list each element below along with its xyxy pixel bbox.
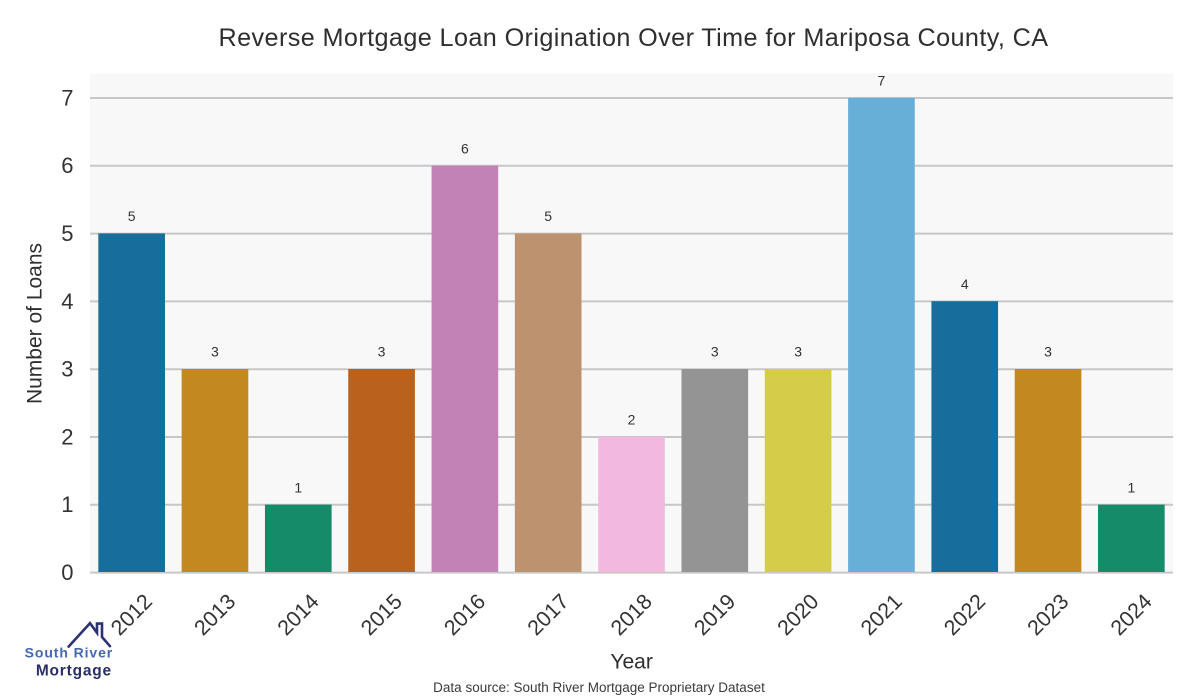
svg-text:3: 3 <box>61 357 73 382</box>
svg-text:2: 2 <box>61 424 73 449</box>
svg-text:3: 3 <box>211 344 219 360</box>
svg-text:Year: Year <box>610 650 652 673</box>
svg-text:1: 1 <box>1127 479 1135 495</box>
svg-text:Data source: South River Mortg: Data source: South River Mortgage Propri… <box>433 680 765 695</box>
svg-text:6: 6 <box>461 140 469 156</box>
svg-text:6: 6 <box>61 153 73 178</box>
svg-text:5: 5 <box>128 208 136 224</box>
svg-text:4: 4 <box>61 289 73 314</box>
svg-text:5: 5 <box>61 221 73 246</box>
svg-text:3: 3 <box>378 344 386 360</box>
svg-text:7: 7 <box>61 85 73 110</box>
svg-text:Mortgage: Mortgage <box>36 663 112 680</box>
svg-text:7: 7 <box>878 73 886 89</box>
svg-text:1: 1 <box>294 479 302 495</box>
svg-text:3: 3 <box>794 344 802 360</box>
svg-text:3: 3 <box>1044 344 1052 360</box>
svg-text:0: 0 <box>61 560 73 585</box>
svg-text:South River: South River <box>25 644 113 660</box>
svg-text:2: 2 <box>628 412 636 428</box>
svg-text:3: 3 <box>711 344 719 360</box>
svg-text:1: 1 <box>61 492 73 517</box>
svg-text:5: 5 <box>544 208 552 224</box>
svg-text:4: 4 <box>961 276 969 292</box>
svg-text:Reverse Mortgage Loan Originat: Reverse Mortgage Loan Origination Over T… <box>219 24 1049 52</box>
svg-text:Number of Loans: Number of Loans <box>23 243 46 404</box>
